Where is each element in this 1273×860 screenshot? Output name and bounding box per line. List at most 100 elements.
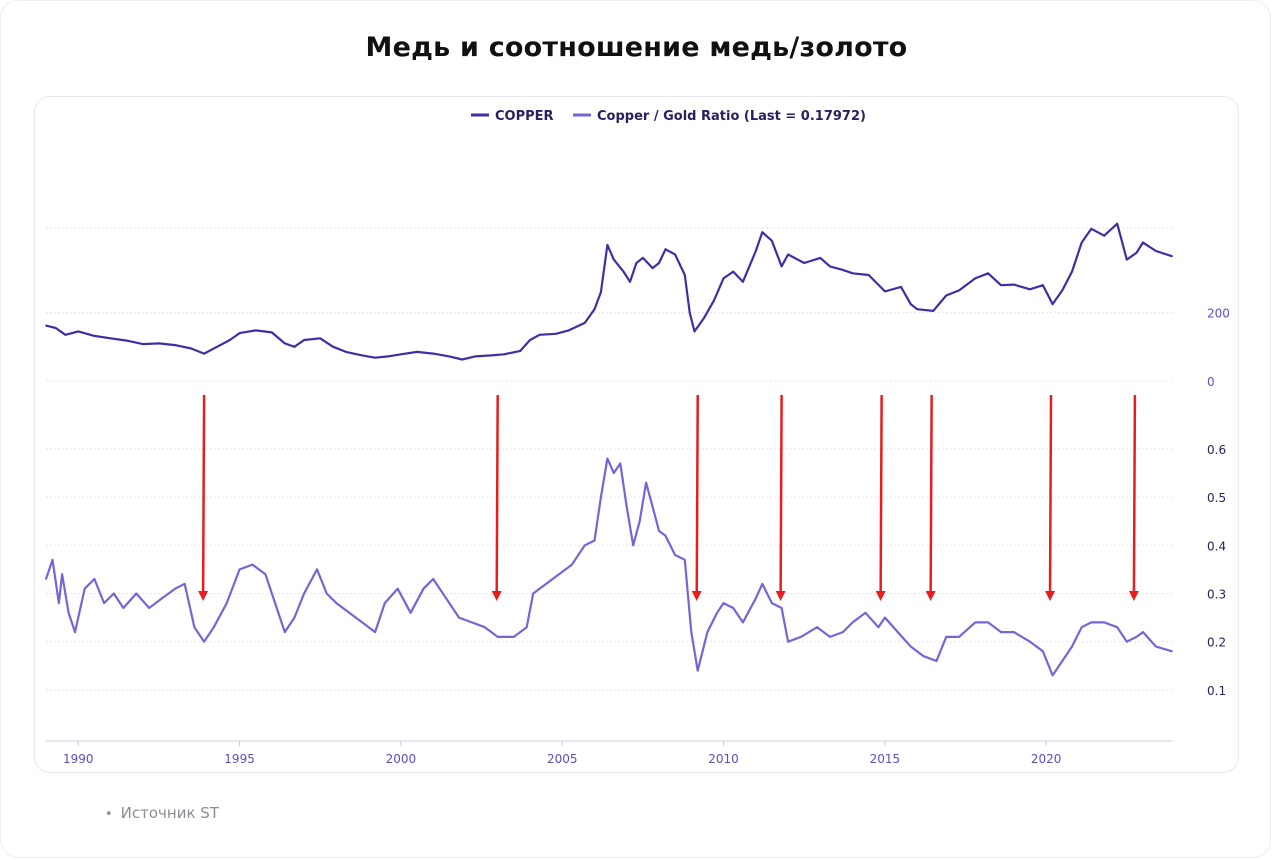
series-lines (44, 222, 1173, 677)
series-line-ratio (44, 457, 1173, 677)
data-point (1051, 674, 1054, 677)
data-point (238, 568, 241, 571)
data-point (900, 286, 902, 288)
data-point (264, 573, 267, 576)
data-point (1116, 222, 1119, 225)
data-point (303, 592, 305, 595)
data-point (293, 616, 296, 619)
data-point (109, 337, 112, 340)
y-axis-ticks: 0 200 0.1 0.2 0.3 0.4 0.5 0.6 (1207, 307, 1230, 698)
source-text: Источник ST (120, 804, 219, 822)
data-point (645, 481, 647, 484)
data-point (567, 329, 570, 332)
data-point (683, 558, 686, 561)
data-point (396, 587, 399, 590)
data-point (693, 330, 696, 333)
data-point (77, 330, 80, 333)
x-tick-label: 2015 (870, 752, 901, 766)
data-point (703, 316, 706, 319)
data-point (987, 272, 989, 275)
data-point (754, 250, 757, 252)
data-point (529, 339, 531, 341)
source-note: • Источник ST (105, 804, 219, 822)
data-point (1171, 255, 1173, 258)
data-point (713, 299, 715, 302)
data-point (1029, 288, 1031, 291)
data-point (916, 308, 918, 311)
data-point (122, 607, 125, 609)
data-point (696, 669, 699, 672)
data-point (93, 335, 96, 337)
data-point (141, 343, 144, 345)
data-point (345, 351, 347, 353)
data-point (867, 274, 870, 276)
data-point (519, 350, 522, 352)
data-point (400, 353, 402, 356)
data-point (283, 631, 286, 633)
data-point (851, 272, 854, 275)
data-point (1135, 251, 1138, 254)
data-point (1090, 621, 1093, 624)
data-point (461, 358, 464, 361)
data-point (74, 631, 76, 633)
data-point (664, 248, 667, 251)
data-point (1042, 284, 1044, 287)
y-tick-label: 200 (1207, 307, 1230, 321)
data-point (800, 636, 802, 638)
data-point (212, 626, 215, 629)
data-point (183, 583, 186, 585)
data-point (416, 351, 418, 353)
data-point (716, 611, 718, 614)
data-point (319, 337, 322, 340)
data-point (683, 274, 686, 276)
data-point (787, 253, 789, 256)
x-tick-label: 1990 (63, 752, 94, 766)
data-point (203, 640, 206, 643)
data-point (606, 244, 609, 246)
data-point (1029, 640, 1031, 643)
data-point (303, 339, 305, 341)
y-tick-label: 0 (1207, 375, 1215, 389)
data-point (658, 530, 660, 532)
y-tick-label: 0.3 (1207, 588, 1226, 602)
red-arrow (491, 394, 502, 601)
data-point (254, 329, 257, 332)
data-point (54, 327, 57, 329)
data-point (674, 554, 676, 556)
data-point (632, 544, 635, 547)
data-point (471, 621, 473, 624)
data-point (987, 621, 989, 624)
data-point (816, 626, 818, 629)
x-tick-label: 2010 (708, 752, 739, 766)
data-point (448, 355, 451, 358)
data-point (600, 291, 602, 293)
data-point (622, 270, 625, 273)
data-point (909, 303, 912, 305)
data-point (877, 626, 880, 629)
red-arrow (775, 394, 786, 601)
data-point (374, 631, 376, 633)
data-point (593, 308, 596, 311)
data-point (642, 257, 644, 259)
data-point (148, 607, 151, 609)
data-point (335, 602, 338, 604)
data-point (483, 626, 486, 629)
data-point (1013, 631, 1015, 633)
data-point (1071, 270, 1073, 273)
data-point (1142, 631, 1144, 633)
y-tick-label: 0.4 (1207, 539, 1226, 553)
data-point (851, 621, 854, 624)
legend-item: COPPER (471, 109, 554, 124)
data-point (658, 262, 660, 264)
data-point (803, 262, 806, 264)
data-point (270, 331, 273, 334)
data-point (583, 544, 586, 547)
data-point (83, 587, 86, 590)
data-point (651, 267, 654, 269)
chart-legend: COPPER Copper / Gold Ratio (Last = 0.1797… (471, 109, 866, 124)
data-point (974, 277, 977, 280)
data-point (690, 631, 693, 633)
chart-card (34, 96, 1239, 773)
data-point (64, 333, 67, 336)
